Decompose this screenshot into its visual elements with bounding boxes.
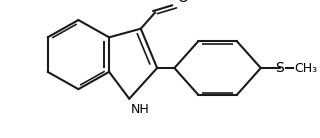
Text: S: S — [276, 61, 284, 75]
Text: CH₃: CH₃ — [294, 62, 317, 75]
Text: O: O — [178, 0, 188, 5]
Text: NH: NH — [131, 103, 149, 116]
